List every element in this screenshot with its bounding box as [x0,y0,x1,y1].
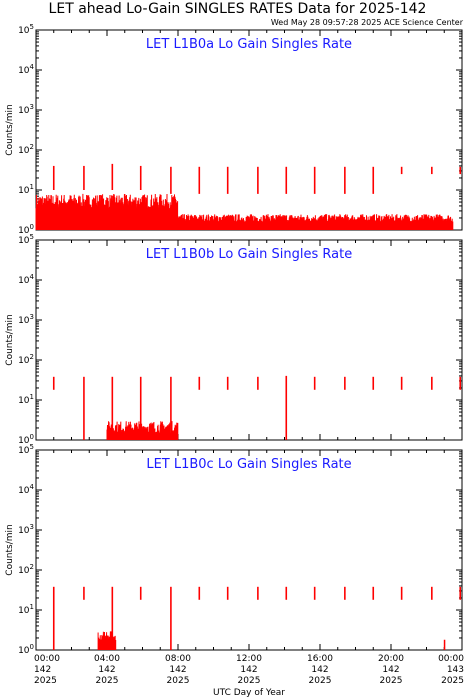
x-tick-label-time: 04:00 [94,654,120,664]
x-tick-label-doy: 142 [98,665,115,675]
y-axis-label: Counts/min [5,314,15,365]
x-tick-label-doy: 142 [311,665,328,675]
x-tick-label-year: 2025 [441,676,464,686]
background-trace [35,193,179,231]
x-tick-label-time: 00:00 [438,654,464,664]
x-tick-label-time: 20:00 [378,654,404,664]
x-tick-label-year: 2025 [34,676,57,686]
y-tick-label: 101 [18,603,34,616]
y-tick-label: 102 [18,143,34,156]
panel-frame [35,239,463,441]
x-tick-label-time: 12:00 [236,654,262,664]
panel-title: LET L1B0c Lo Gain Singles Rate [146,457,351,472]
background-line [35,193,179,231]
y-tick-label: 104 [18,63,34,76]
y-axis-label: Counts/min [5,104,15,155]
x-tick-label-doy: 142 [382,665,399,675]
page-title: LET ahead Lo-Gain SINGLES RATES Data for… [48,1,427,17]
y-tick-label: 104 [18,483,34,496]
y-axis-label: Counts/min [5,524,15,575]
background-trace [106,421,179,441]
panel-2: 100 101 102 103 104 105 Counts/min LET L1B0b Lo… [5,233,463,446]
x-tick-label-year: 2025 [380,676,403,686]
y-tick-label: 103 [18,313,34,326]
x-tick-label-year: 2025 [238,676,261,686]
y-tick-label: 100 [18,223,34,236]
y-tick-label: 103 [18,523,34,536]
y-tick-label: 105 [18,233,34,246]
x-tick-label-time: 16:00 [307,654,333,664]
x-tick-label-doy: 142 [169,665,186,675]
x-tick-label-year: 2025 [96,676,119,686]
panel-title: LET L1B0a Lo Gain Singles Rate [146,37,352,52]
x-tick-label-doy: 143 [447,665,464,675]
x-axis-label: UTC Day of Year [213,688,285,698]
background-trace [443,639,446,651]
timestamp: Wed May 28 09:57:28 2025 ACE Science Cen… [270,18,463,27]
x-tick-label-time: 00:00 [34,654,60,664]
y-tick-label: 101 [18,183,34,196]
y-tick-label: 104 [18,273,34,286]
y-tick-label: 103 [18,103,34,116]
y-tick-label: 101 [18,393,34,406]
y-tick-label: 102 [18,563,34,576]
x-tick-label-doy: 142 [34,665,51,675]
x-tick-label-year: 2025 [309,676,332,686]
x-tick-label-doy: 142 [240,665,257,675]
y-tick-label: 105 [18,443,34,456]
panel-1: 100 101 102 103 104 105 Counts/min LET L1B0a Lo… [5,23,463,236]
background-trace [177,214,454,231]
panel-title: LET L1B0b Lo Gain Singles Rate [146,247,352,262]
background-line [177,214,454,231]
background-line [106,421,179,441]
x-tick-label-time: 08:00 [165,654,191,664]
background-line [443,639,446,651]
panel-frame [35,449,463,651]
y-tick-label: 100 [18,433,34,446]
y-tick-label: 100 [18,643,34,656]
x-tick-label-year: 2025 [167,676,190,686]
y-tick-label: 105 [18,23,34,36]
y-tick-label: 102 [18,353,34,366]
panel-3: 100 101 102 103 104 105 Counts/min LET L1B0c Lo… [5,443,464,698]
